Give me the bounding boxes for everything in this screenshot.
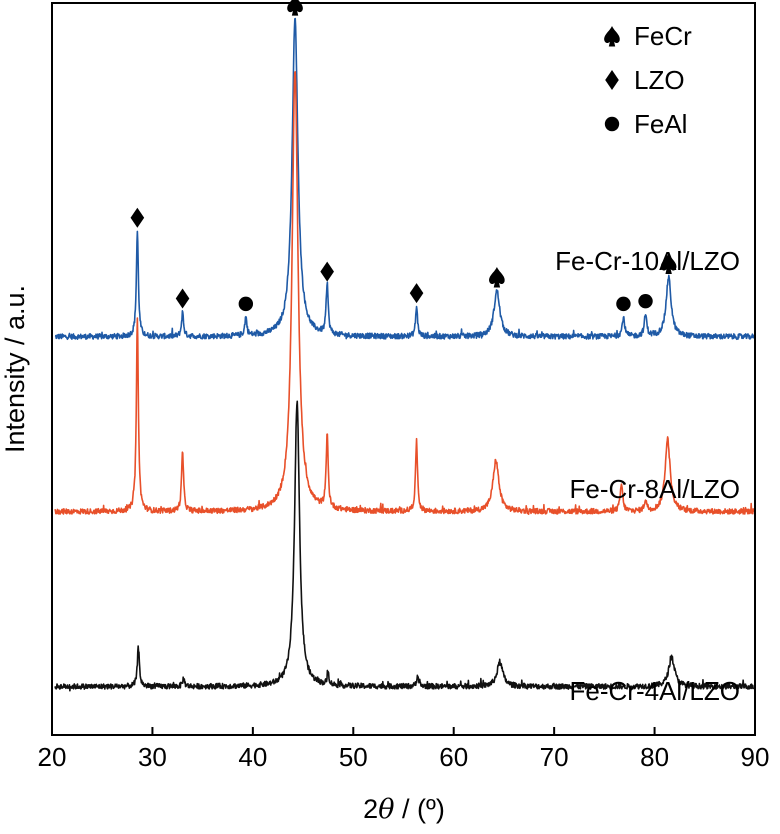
- legend-label-0: FeCr: [634, 21, 692, 51]
- x-axis-label-suffix: / (º): [394, 794, 444, 824]
- x-tick-label-50: 50: [339, 742, 368, 772]
- series-label-2: Fe-Cr-4Al/LZO: [570, 676, 740, 706]
- peak-marker-diamond-5: [409, 283, 424, 304]
- legend-label-1: LZO: [634, 65, 685, 95]
- series-label-0: Fe-Cr-10Al/LZO: [555, 246, 740, 276]
- peak-marker-circle-2: [238, 296, 254, 312]
- peak-marker-diamond-0: [130, 207, 145, 228]
- peak-marker-diamond-4: [320, 261, 334, 282]
- x-axis-label: 2θ / (º): [363, 794, 445, 825]
- x-tick-label-70: 70: [540, 742, 569, 772]
- peak-marker-spade-9: [660, 253, 677, 274]
- plot-frame: [51, 2, 756, 736]
- x-tick-label-40: 40: [238, 742, 267, 772]
- legend-label-2: FeAl: [634, 109, 687, 139]
- x-tick-label-90: 90: [741, 742, 770, 772]
- x-tick-label-30: 30: [138, 742, 167, 772]
- legend-marker-circle: [604, 116, 620, 132]
- plot-area: Fe-Cr-10Al/LZO Fe-Cr-8Al/LZO Fe-Cr-4Al/LZO: [54, 0, 755, 706]
- legend: FeCr LZO FeAl: [604, 21, 692, 139]
- y-axis-label: Intensity / a.u.: [0, 285, 30, 453]
- x-axis-label-symbol: θ: [378, 794, 394, 825]
- x-tick-label-60: 60: [439, 742, 468, 772]
- series-line-1: [54, 71, 755, 515]
- peak-marker-diamond-1: [175, 288, 190, 309]
- x-tick-label-20: 20: [38, 742, 67, 772]
- peak-marker-spade-6: [489, 266, 505, 288]
- series-1: Fe-Cr-8Al/LZO: [54, 71, 755, 515]
- series-label-1: Fe-Cr-8Al/LZO: [570, 474, 740, 504]
- x-axis-label-prefix: 2: [363, 794, 378, 824]
- x-axis: 20 30 40 50 60 70 80 90: [38, 727, 770, 772]
- legend-marker-spade: [604, 26, 620, 47]
- series-2: Fe-Cr-4Al/LZO: [54, 400, 755, 706]
- x-tick-label-80: 80: [640, 742, 669, 772]
- series-line-2: [54, 400, 755, 692]
- legend-marker-diamond: [605, 70, 619, 90]
- peak-marker-circle-7: [616, 296, 631, 312]
- peak-marker-circle-8: [638, 293, 653, 309]
- series-line-0: [54, 17, 755, 341]
